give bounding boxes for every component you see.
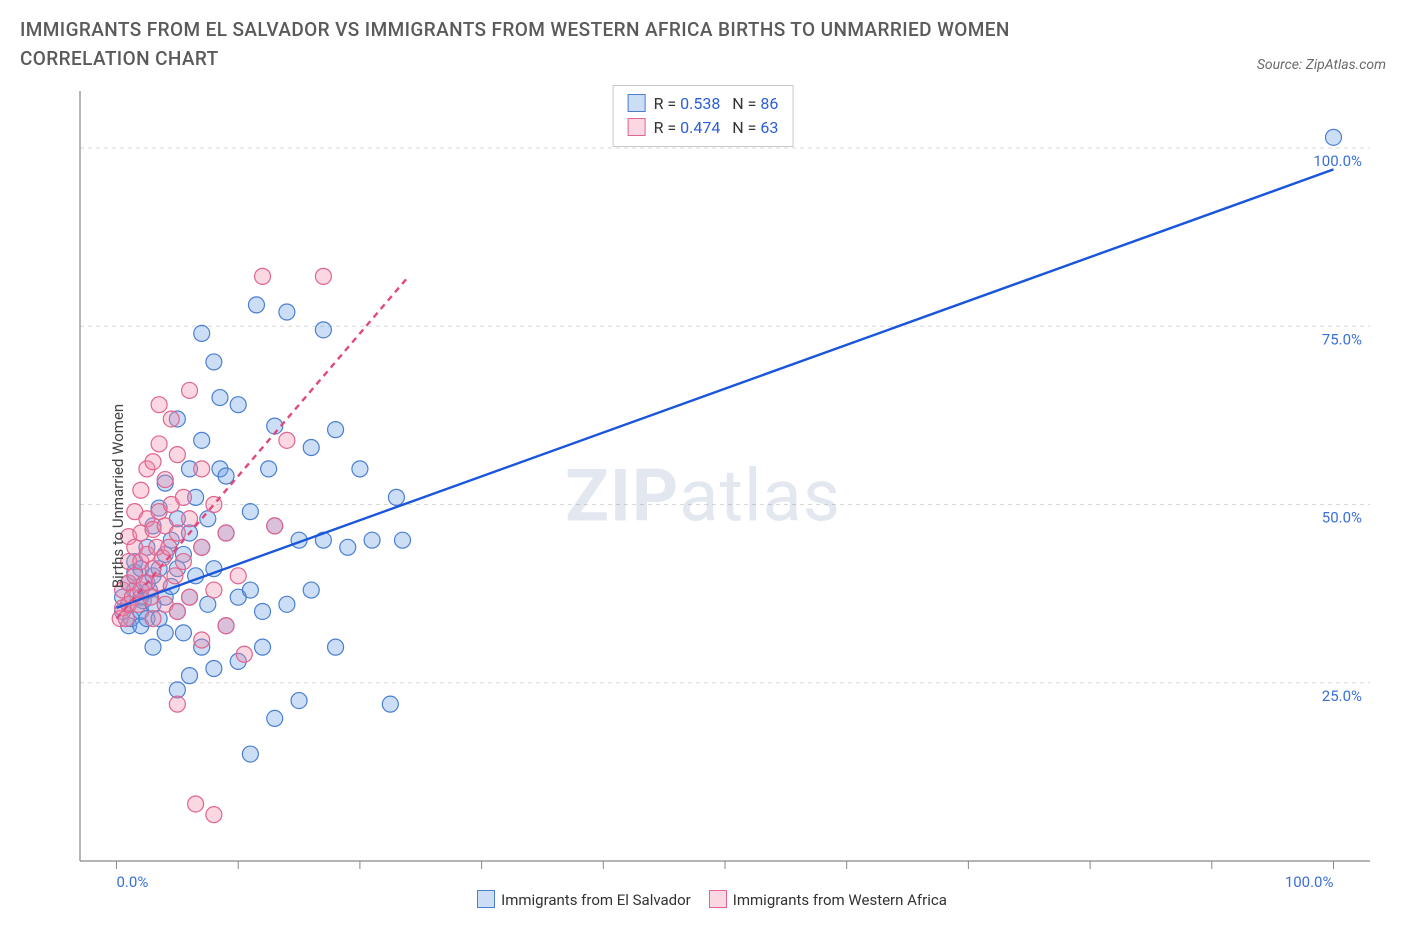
- svg-text:50.0%: 50.0%: [1322, 509, 1362, 527]
- chart-container: Births to Unmarried Women ZIPatlas 25.0%…: [20, 81, 1386, 911]
- svg-text:100.0%: 100.0%: [1285, 873, 1334, 891]
- legend-item-western_africa: Immigrants from Western Africa: [691, 891, 947, 909]
- scatter-chart: 25.0% 50.0% 75.0% 100.0% 0.0% 100.0%: [20, 81, 1386, 911]
- stats-row-western_africa: R = 0.474 N = 63: [628, 116, 779, 140]
- stats-legend-box: R = 0.538 N = 86R = 0.474 N = 63: [613, 85, 794, 147]
- y-axis-title: Births to Unmarried Women: [109, 404, 127, 588]
- svg-text:0.0%: 0.0%: [117, 873, 149, 891]
- chart-title: IMMIGRANTS FROM EL SALVADOR VS IMMIGRANT…: [20, 16, 1120, 73]
- legend-item-el_salvador: Immigrants from El Salvador: [459, 891, 691, 909]
- svg-text:100.0%: 100.0%: [1313, 152, 1362, 170]
- svg-text:75.0%: 75.0%: [1322, 330, 1362, 348]
- stats-row-el_salvador: R = 0.538 N = 86: [628, 92, 779, 116]
- legend-bottom: Immigrants from El SalvadorImmigrants fr…: [20, 890, 1386, 909]
- source-label: Source: ZipAtlas.com: [1257, 57, 1386, 73]
- svg-text:25.0%: 25.0%: [1322, 687, 1362, 705]
